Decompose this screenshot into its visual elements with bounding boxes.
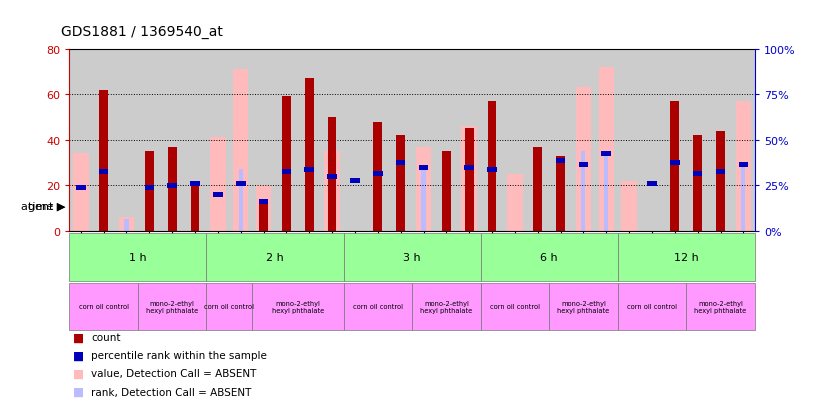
Bar — [145, 152, 153, 231]
Bar — [233, 70, 249, 231]
Text: mono-2-ethyl
hexyl phthalate: mono-2-ethyl hexyl phthalate — [272, 300, 324, 313]
Text: mono-2-ethyl
hexyl phthalate: mono-2-ethyl hexyl phthalate — [146, 300, 198, 313]
Text: corn oil control: corn oil control — [627, 304, 677, 310]
Text: time ▶: time ▶ — [28, 202, 65, 211]
Bar — [421, 170, 426, 231]
Text: 6 h: 6 h — [540, 252, 558, 262]
Bar — [671, 102, 679, 231]
Bar — [534, 147, 542, 231]
Bar — [419, 165, 428, 170]
Text: mono-2-ethyl
hexyl phthalate: mono-2-ethyl hexyl phthalate — [694, 300, 747, 313]
Bar — [259, 199, 268, 204]
Bar — [735, 102, 752, 231]
Bar — [373, 172, 383, 177]
Text: corn oil control: corn oil control — [490, 304, 540, 310]
Bar — [556, 158, 565, 164]
Bar — [144, 185, 154, 191]
Bar — [210, 138, 226, 231]
Text: 2 h: 2 h — [266, 252, 284, 262]
Bar — [415, 147, 432, 231]
Bar — [716, 131, 725, 231]
Text: ■: ■ — [73, 349, 85, 362]
Bar — [487, 167, 497, 173]
Bar — [575, 88, 592, 231]
Bar — [579, 163, 588, 168]
Bar — [375, 172, 380, 231]
Bar — [118, 218, 135, 231]
Bar — [324, 152, 340, 231]
Bar — [282, 170, 291, 175]
Bar — [396, 161, 406, 166]
Bar — [238, 170, 243, 231]
Text: percentile rank within the sample: percentile rank within the sample — [91, 351, 268, 361]
Bar — [464, 165, 474, 170]
Bar — [488, 102, 496, 231]
Bar — [621, 181, 637, 231]
Text: GDS1881 / 1369540_at: GDS1881 / 1369540_at — [61, 25, 223, 39]
Text: corn oil control: corn oil control — [204, 304, 255, 310]
Bar — [191, 181, 199, 231]
Text: mono-2-ethyl
hexyl phthalate: mono-2-ethyl hexyl phthalate — [420, 300, 472, 313]
Bar — [598, 68, 614, 231]
Bar — [444, 181, 449, 231]
Bar — [604, 157, 609, 231]
Bar — [213, 192, 223, 197]
Bar — [741, 166, 746, 231]
Bar — [461, 127, 477, 231]
Text: agent ▶: agent ▶ — [21, 202, 65, 211]
Bar — [76, 185, 86, 191]
Bar — [304, 167, 314, 173]
Text: ■: ■ — [73, 385, 85, 398]
Bar — [693, 172, 703, 177]
Text: ■: ■ — [73, 367, 85, 380]
Bar — [328, 118, 336, 231]
Bar — [259, 202, 268, 231]
Bar — [350, 179, 360, 184]
Bar — [305, 79, 313, 231]
Bar — [124, 220, 129, 231]
Bar — [581, 152, 586, 231]
Text: rank, Detection Call = ABSENT: rank, Detection Call = ABSENT — [91, 387, 252, 396]
Text: 12 h: 12 h — [674, 252, 698, 262]
Text: ■: ■ — [73, 331, 85, 344]
Bar — [99, 170, 109, 175]
Bar — [190, 181, 200, 186]
Text: count: count — [91, 332, 121, 342]
Bar — [442, 152, 450, 231]
Text: 3 h: 3 h — [403, 252, 421, 262]
Bar — [282, 97, 290, 231]
Bar — [327, 174, 337, 179]
Bar — [255, 186, 272, 231]
Bar — [557, 157, 565, 231]
Bar — [647, 181, 657, 186]
Bar — [601, 152, 611, 157]
Bar — [374, 122, 382, 231]
Bar — [694, 136, 702, 231]
Text: corn oil control: corn oil control — [353, 304, 403, 310]
Bar — [168, 147, 176, 231]
Bar — [465, 129, 473, 231]
Bar — [670, 161, 680, 166]
Bar — [507, 174, 523, 231]
Bar — [167, 183, 177, 188]
Bar — [100, 90, 108, 231]
Text: corn oil control: corn oil control — [78, 304, 129, 310]
Text: 1 h: 1 h — [129, 252, 147, 262]
Bar — [73, 154, 89, 231]
Text: value, Detection Call = ABSENT: value, Detection Call = ABSENT — [91, 368, 257, 379]
Bar — [236, 181, 246, 186]
Bar — [716, 170, 725, 175]
Bar — [535, 163, 540, 231]
Bar — [397, 136, 405, 231]
Bar — [738, 163, 748, 168]
Text: mono-2-ethyl
hexyl phthalate: mono-2-ethyl hexyl phthalate — [557, 300, 610, 313]
